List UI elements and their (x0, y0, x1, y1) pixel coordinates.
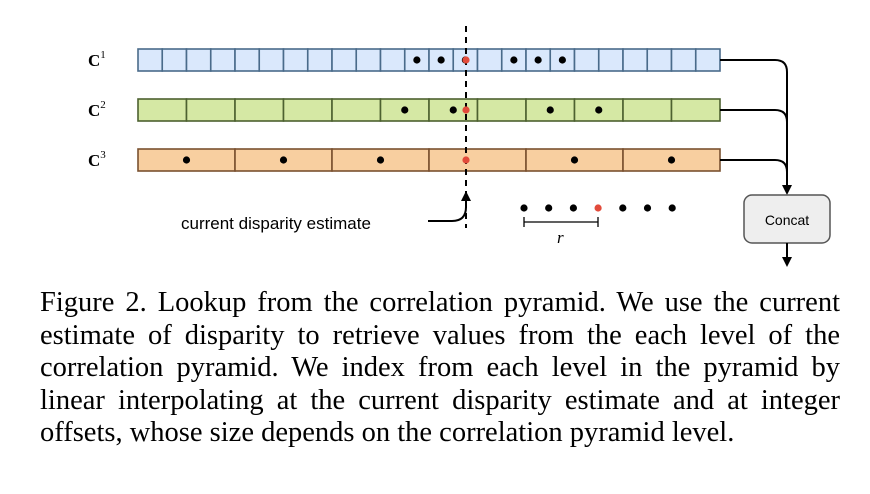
correlation-cell (670, 48, 697, 72)
correlation-cell (476, 48, 503, 72)
sample-dot (595, 106, 603, 114)
correlation-cell (331, 48, 358, 72)
legend-center-dot (594, 204, 602, 212)
correlation-cell (428, 148, 527, 172)
correlation-cell (355, 48, 382, 72)
correlation-cell (137, 48, 164, 72)
legend-dot (668, 204, 676, 212)
disparity-sample-dot (462, 56, 470, 64)
sample-dot (546, 106, 554, 114)
figure-caption: Figure 2. Lookup from the correlation py… (40, 287, 840, 448)
level-label-superscript: 2 (100, 99, 106, 111)
disparity-sample-dot (462, 106, 470, 114)
sample-dot (570, 156, 579, 164)
pyramid-level-2: C2 (88, 98, 721, 122)
legend-dot (619, 204, 627, 212)
correlation-cell (209, 48, 236, 72)
legend-dot (545, 204, 553, 212)
radius-label: r (557, 228, 564, 247)
correlation-cell (646, 48, 673, 72)
sample-dot (182, 156, 191, 164)
correlation-cell (597, 48, 624, 72)
correlation-cell (282, 48, 309, 72)
sample-dot (401, 106, 409, 114)
sample-dot (534, 56, 542, 64)
correlation-cell (185, 98, 236, 122)
pyramid-levels: C1 C2 C3 (88, 48, 721, 172)
correlation-cell (306, 48, 333, 72)
sample-dot (449, 106, 457, 114)
correlation-cell (670, 98, 721, 122)
correlation-cell (282, 98, 333, 122)
legend-dot (643, 204, 652, 212)
level-label-superscript: 3 (100, 149, 106, 161)
pyramid-level-1: C1 (88, 48, 721, 72)
correlation-pyramid-diagram: C1 C2 C3 current disparity estimate r Conc… (88, 26, 831, 267)
correlation-cell (161, 48, 188, 72)
sample-dot (279, 156, 288, 164)
correlation-cell (476, 98, 527, 122)
correlation-cell (694, 48, 721, 72)
annotation-arrow (428, 191, 471, 222)
radius-legend-dots (520, 204, 676, 212)
correlation-cell (258, 48, 285, 72)
correlation-cell (185, 48, 212, 72)
correlation-cell (622, 98, 673, 122)
sample-dot (376, 156, 385, 164)
correlation-cell (234, 48, 261, 72)
correlation-cell (331, 98, 382, 122)
connector-level-3 (720, 159, 788, 190)
sample-dot (437, 56, 445, 64)
correlation-cell (379, 48, 406, 72)
disparity-sample-points (462, 56, 470, 164)
pyramid-level-3: C3 (88, 148, 721, 172)
correlation-cell (622, 48, 649, 72)
concat-label: Concat (765, 212, 809, 228)
connector-level-1 (720, 59, 792, 195)
correlation-cell (137, 98, 188, 122)
connector-level-2 (720, 109, 788, 190)
legend-dot (520, 204, 528, 212)
sample-dot (413, 56, 421, 64)
level-label-superscript: 1 (100, 49, 106, 61)
disparity-sample-dot (462, 156, 470, 164)
legend-dot (569, 204, 578, 212)
level-label: C1 (88, 49, 106, 70)
sample-dot (667, 156, 676, 164)
sample-dot (510, 56, 518, 64)
correlation-cell (234, 98, 285, 122)
correlation-cell (573, 48, 600, 72)
level-label: C2 (88, 99, 106, 120)
disparity-annotation-label: current disparity estimate (181, 214, 371, 233)
level-label: C3 (88, 149, 106, 170)
sample-dot (558, 56, 566, 64)
